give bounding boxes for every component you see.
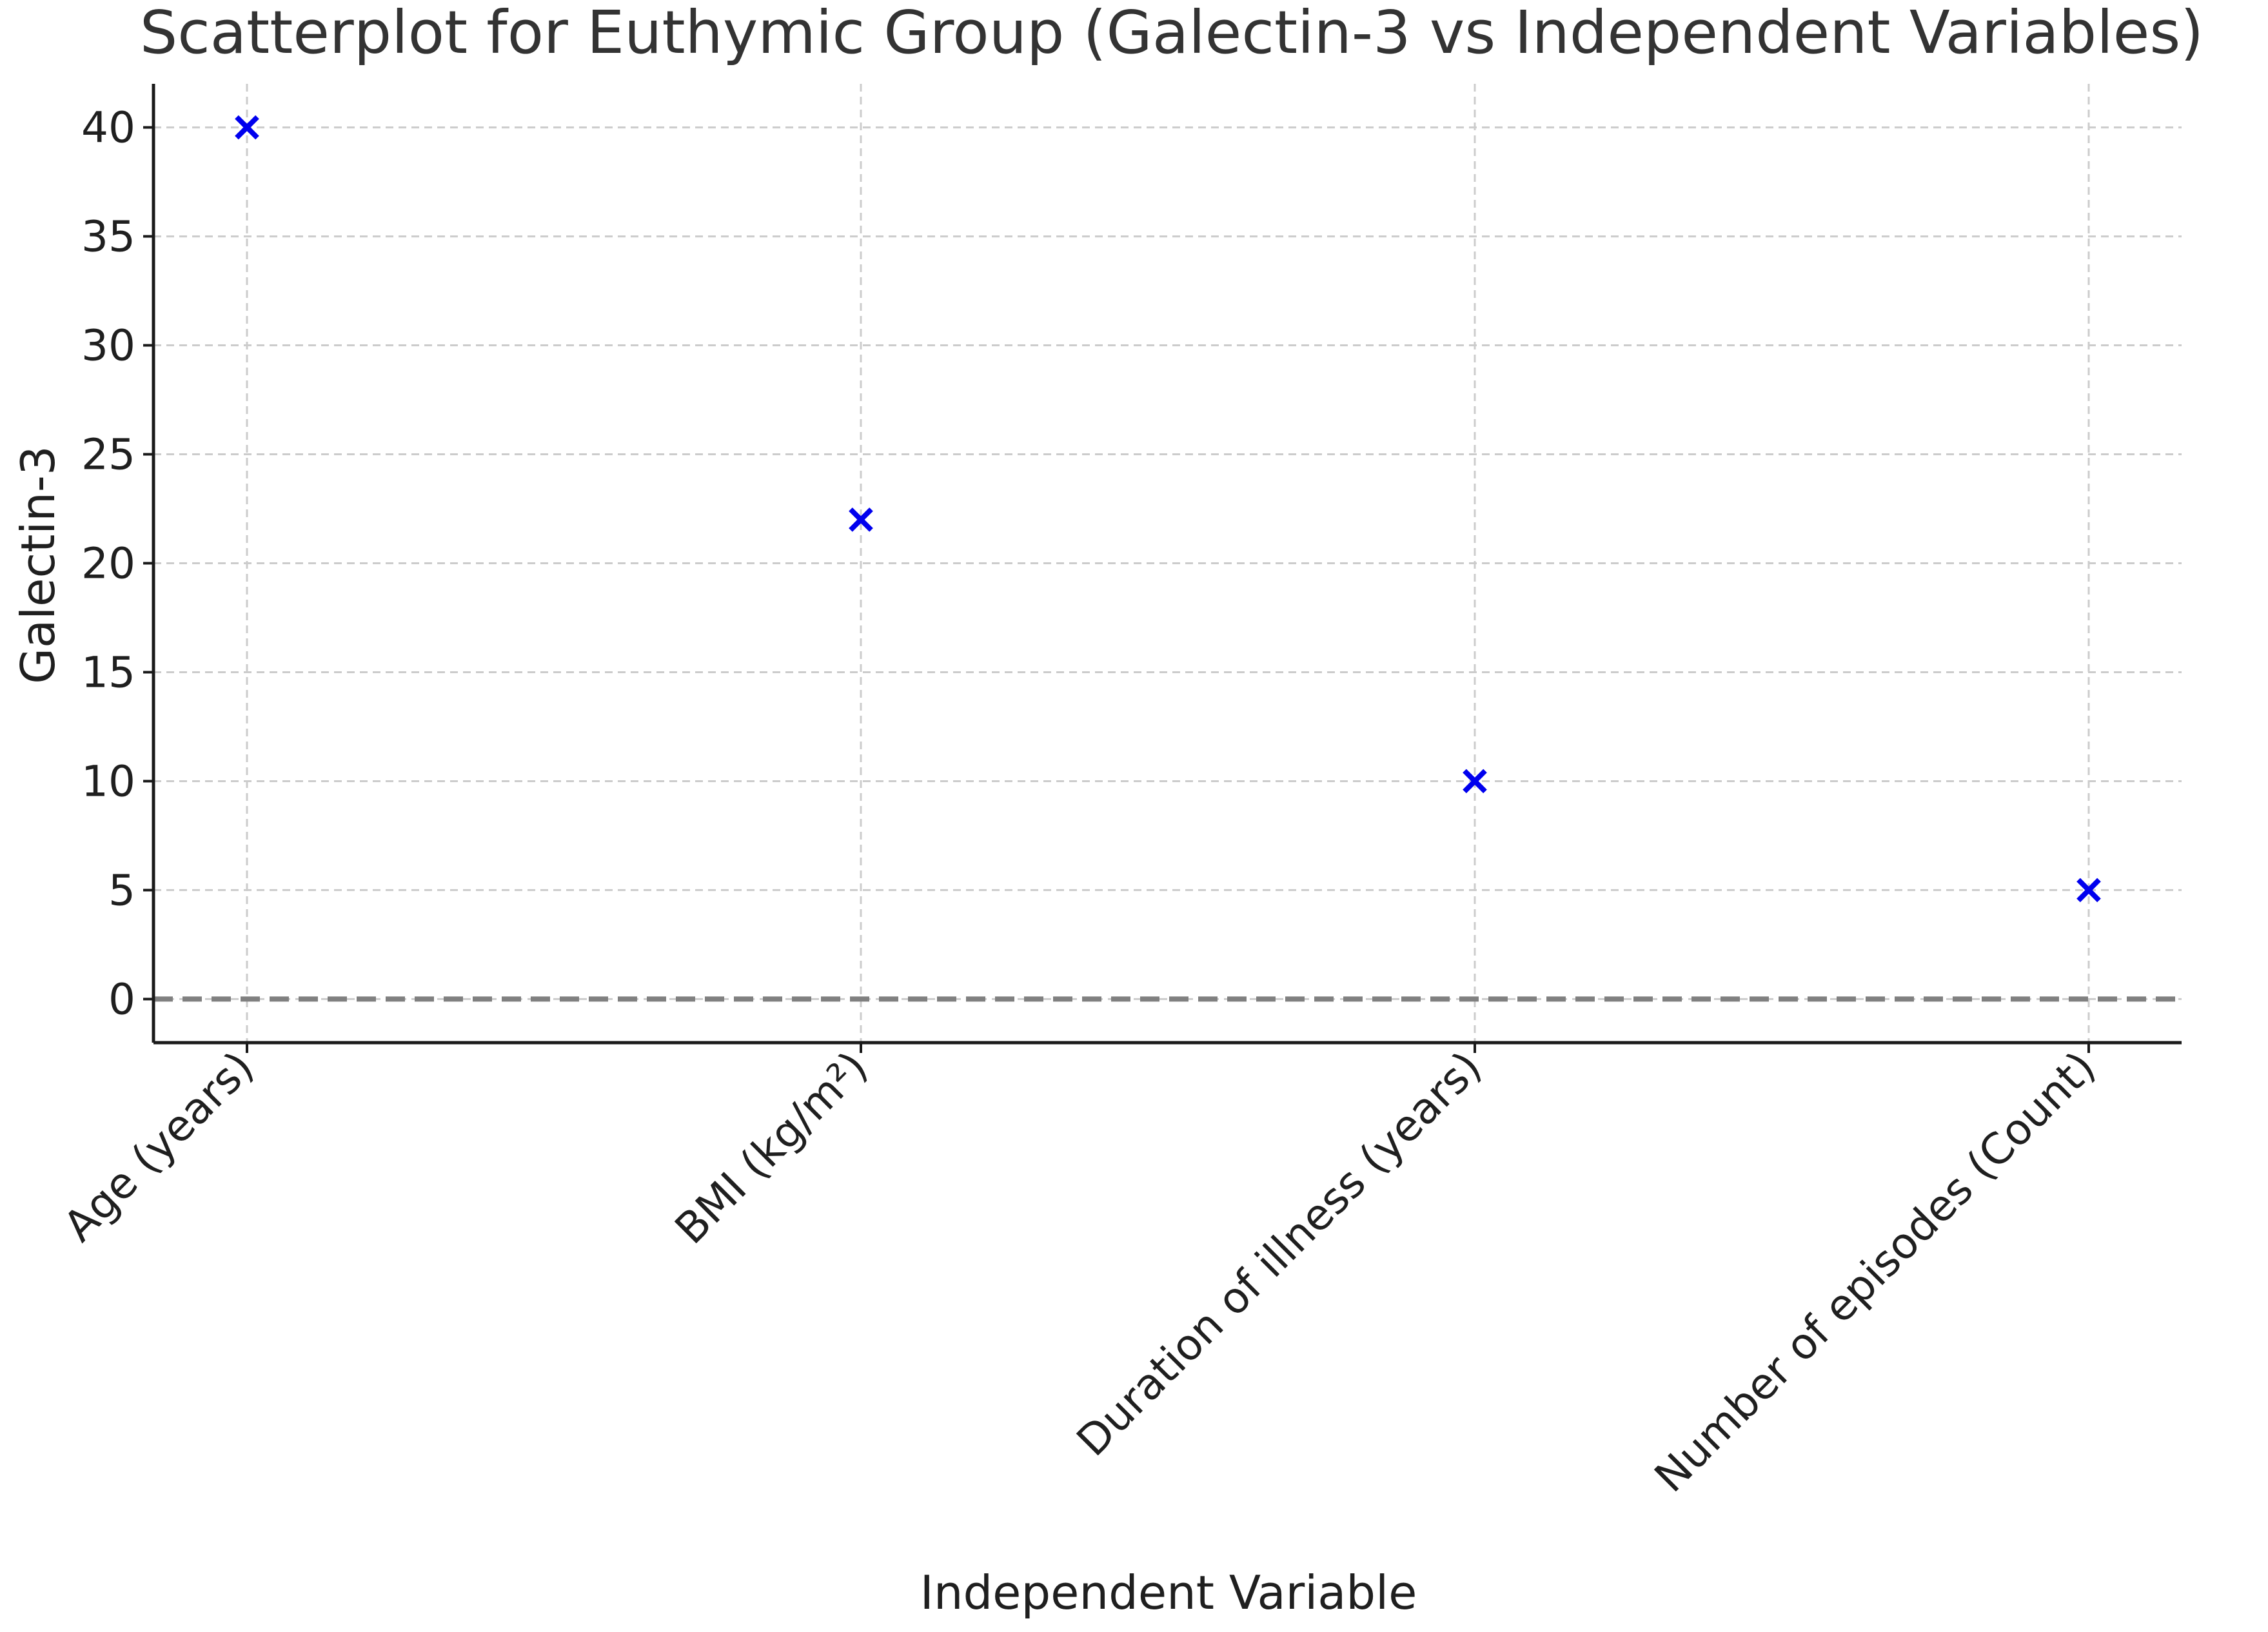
y-tick-label: 30 (81, 321, 135, 371)
y-tick-label: 20 (81, 539, 135, 589)
x-ticks: Age (years) BMI (kg/m²) Duration of illnes… (54, 1042, 2105, 1502)
y-tick-label: 35 (81, 212, 135, 262)
grid-layer (153, 84, 2182, 1043)
y-tick-label: 40 (81, 103, 135, 153)
y-axis-label: Galectin-3 (11, 446, 65, 683)
x-tick-label: Number of episodes (Count) (1645, 1042, 2105, 1502)
x-axis-label: Independent Variable (920, 1566, 1417, 1620)
y-tick-label: 25 (81, 430, 135, 480)
y-tick-label: 15 (81, 647, 135, 697)
data-point (1463, 769, 1487, 794)
data-points (235, 115, 2101, 903)
y-tick-label: 5 (108, 865, 135, 915)
y-ticks: 0 5 10 15 20 25 30 35 40 (81, 103, 153, 1024)
y-tick-label: 10 (81, 756, 135, 806)
y-tick-label: 0 (108, 974, 135, 1024)
data-point (849, 507, 873, 532)
x-tick-label: Age (years) (54, 1042, 263, 1251)
x-tick-label: Duration of illness (years) (1067, 1042, 1491, 1466)
data-point (235, 115, 259, 140)
x-tick-label: BMI (kg/m²) (666, 1042, 877, 1253)
chart-title: Scatterplot for Euthymic Group (Galectin… (140, 0, 2204, 67)
data-point (2076, 878, 2101, 903)
